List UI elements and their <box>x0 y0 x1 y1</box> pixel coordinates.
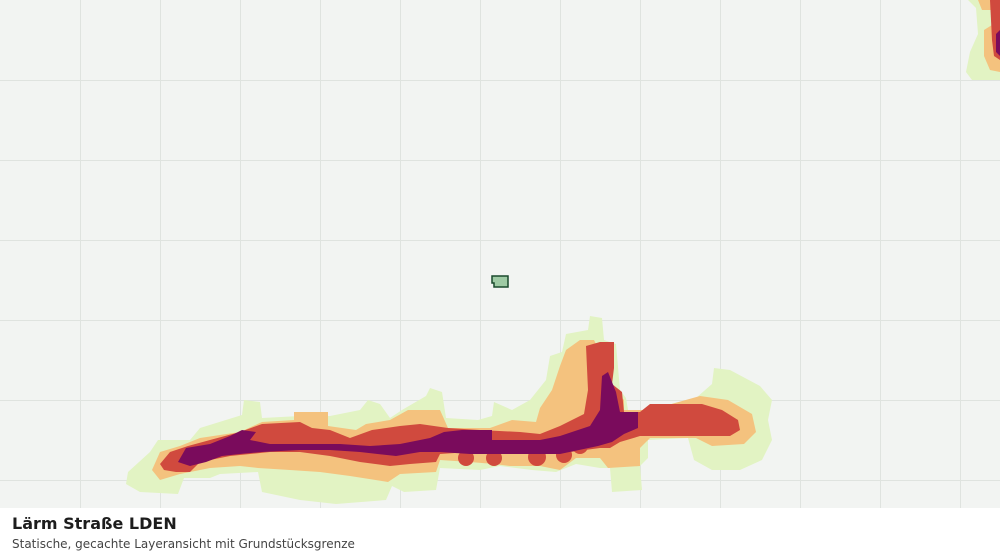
noise-area <box>178 372 638 466</box>
noise-area <box>996 30 1000 56</box>
caption: Lärm Straße LDEN Statische, gecachte Lay… <box>0 508 1000 560</box>
layer-subtitle: Statische, gecachte Layeransicht mit Gru… <box>12 537 355 551</box>
parcel-boundary[interactable] <box>491 275 509 288</box>
map <box>0 0 1000 508</box>
noise-band-very-high <box>178 30 1000 466</box>
layer-title: Lärm Straße LDEN <box>12 514 177 533</box>
tile-grid <box>0 0 1000 508</box>
